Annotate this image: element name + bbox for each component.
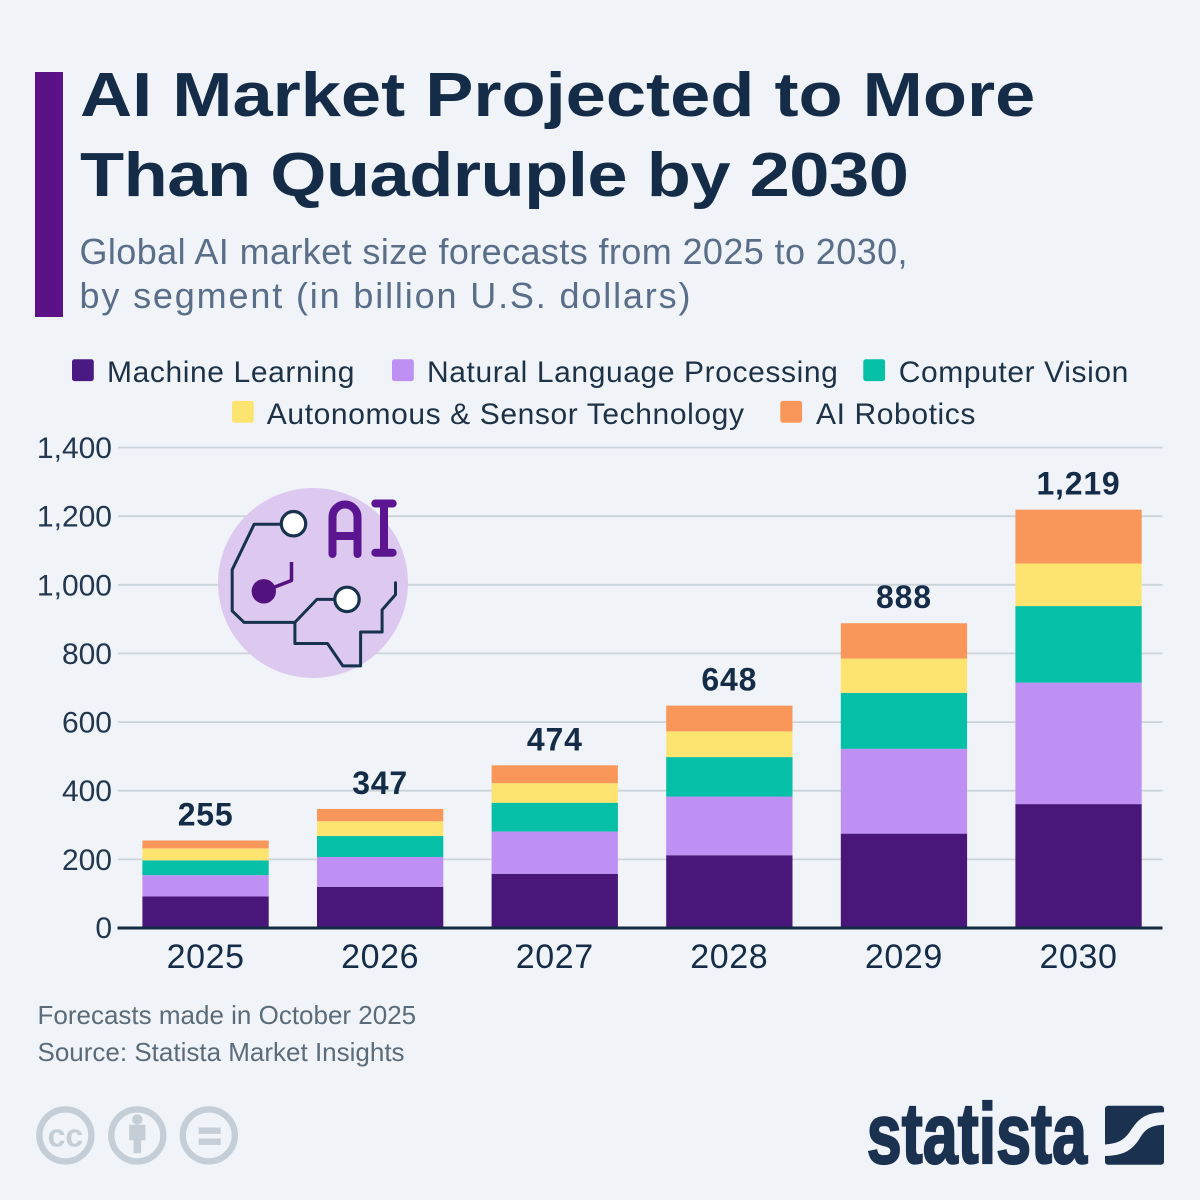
- svg-text:347: 347: [352, 765, 408, 801]
- svg-text:Computer Vision: Computer Vision: [899, 356, 1129, 389]
- svg-text:255: 255: [178, 797, 234, 833]
- svg-text:1,000: 1,000: [37, 569, 112, 602]
- svg-text:1,400: 1,400: [37, 432, 112, 465]
- svg-text:2030: 2030: [1039, 938, 1117, 976]
- svg-text:Source: Statista Market Insigh: Source: Statista Market Insights: [38, 1037, 405, 1067]
- svg-text:0: 0: [95, 912, 112, 945]
- svg-text:400: 400: [62, 775, 112, 808]
- svg-text:600: 600: [62, 707, 112, 740]
- svg-text:statista: statista: [867, 1086, 1088, 1181]
- svg-text:Autonomous & Sensor Technology: Autonomous & Sensor Technology: [267, 398, 745, 431]
- svg-text:Forecasts made in October 2025: Forecasts made in October 2025: [38, 1000, 417, 1030]
- svg-text:cc: cc: [48, 1118, 84, 1154]
- svg-text:1,219: 1,219: [1036, 466, 1120, 502]
- svg-text:648: 648: [701, 662, 757, 698]
- svg-text:1,200: 1,200: [37, 501, 112, 534]
- svg-text:474: 474: [527, 721, 583, 757]
- svg-text:Natural Language Processing: Natural Language Processing: [427, 356, 838, 389]
- svg-text:200: 200: [62, 844, 112, 877]
- svg-text:2025: 2025: [167, 938, 245, 976]
- svg-text:AI Robotics: AI Robotics: [816, 398, 976, 431]
- svg-text:2026: 2026: [341, 938, 419, 976]
- svg-text:2029: 2029: [865, 938, 943, 976]
- svg-text:800: 800: [62, 638, 112, 671]
- svg-text:2028: 2028: [690, 938, 768, 976]
- svg-text:2027: 2027: [516, 938, 594, 976]
- svg-text:Machine Learning: Machine Learning: [107, 356, 355, 389]
- svg-text:888: 888: [876, 579, 932, 615]
